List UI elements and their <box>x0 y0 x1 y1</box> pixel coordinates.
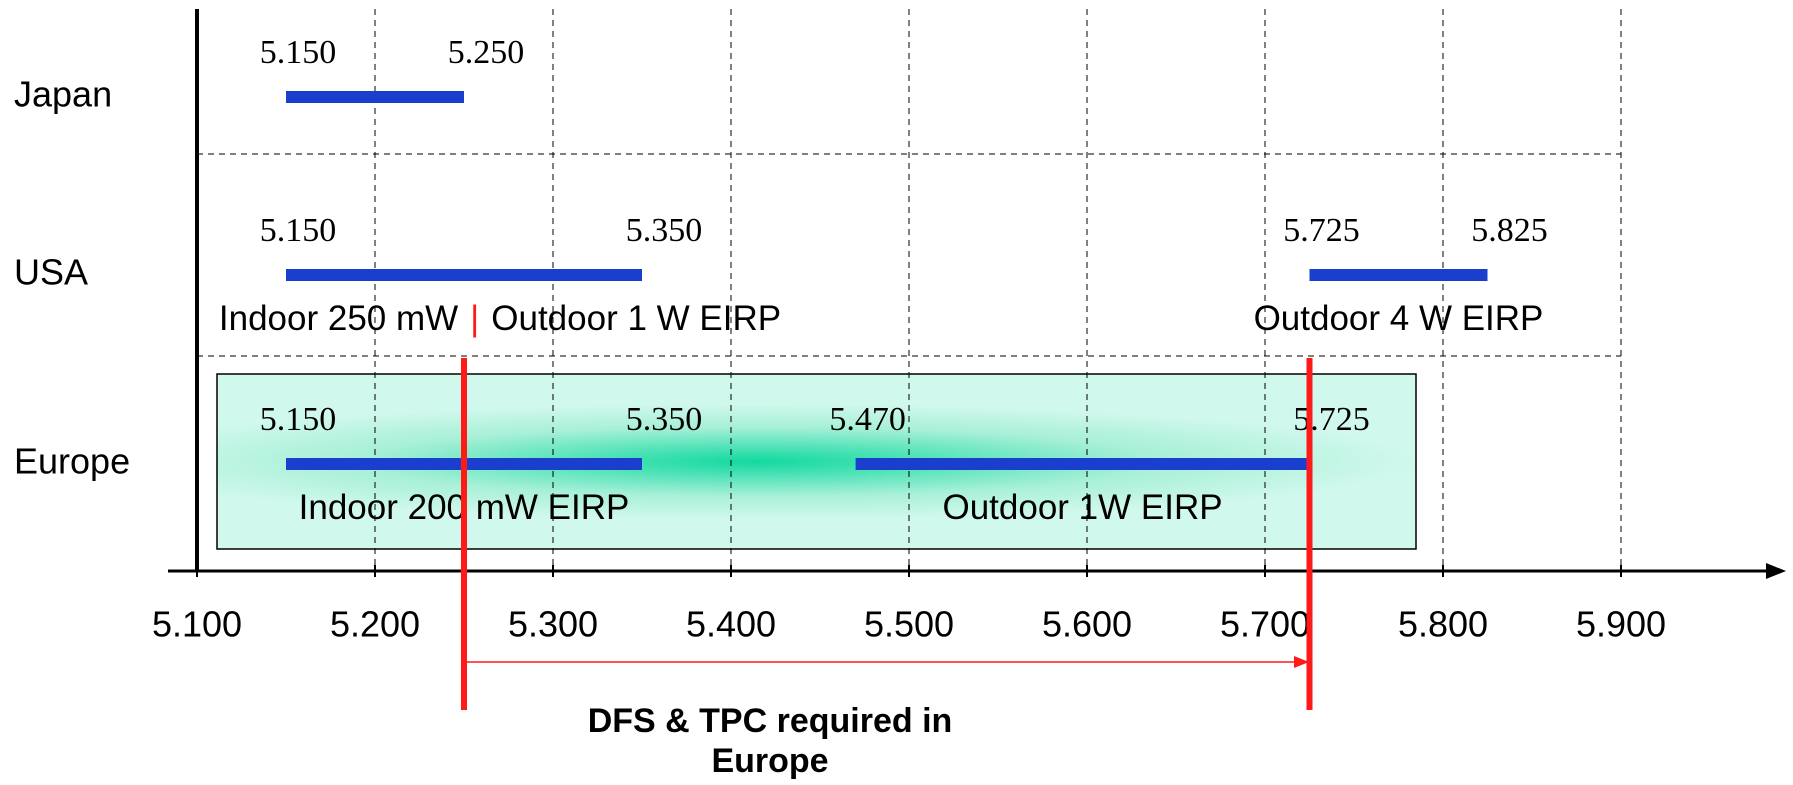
band-note: Outdoor 4 W EIRP <box>1254 299 1544 338</box>
band-note: Outdoor 1W EIRP <box>942 488 1222 527</box>
band <box>286 91 464 103</box>
x-tick-label: 5.200 <box>330 604 420 645</box>
axis-arrow <box>1766 563 1786 579</box>
x-tick-label: 5.700 <box>1220 604 1310 645</box>
band-end-label: 5.350 <box>626 401 703 438</box>
dfs-annotation: Europe <box>711 742 828 780</box>
band-start-label: 5.725 <box>1283 212 1360 249</box>
row-label: Europe <box>14 441 130 482</box>
row-label: Japan <box>14 74 112 115</box>
band-note-part: Outdoor 4 W EIRP <box>1254 299 1544 338</box>
band <box>855 458 1310 470</box>
band-start-label: 5.150 <box>260 401 337 438</box>
x-tick-label: 5.600 <box>1042 604 1132 645</box>
band <box>1309 269 1488 281</box>
dfs-annotation: DFS & TPC required in <box>588 702 953 740</box>
band-note-part: Outdoor 1 W EIRP <box>491 299 781 338</box>
band-start-label: 5.150 <box>260 212 337 249</box>
band-note: Indoor 250 mW | Outdoor 1 W EIRP <box>219 299 781 338</box>
band-end-label: 5.250 <box>448 34 525 71</box>
x-tick-label: 5.300 <box>508 604 598 645</box>
band-end-label: 5.350 <box>626 212 703 249</box>
band-note-part: Indoor 250 mW <box>219 299 458 338</box>
x-tick-label: 5.900 <box>1576 604 1666 645</box>
row-label: USA <box>14 252 88 293</box>
band <box>286 269 642 281</box>
band-end-label: 5.725 <box>1293 401 1370 438</box>
x-tick-label: 5.500 <box>864 604 954 645</box>
band-start-label: 5.470 <box>829 401 906 438</box>
x-tick-label: 5.100 <box>152 604 242 645</box>
band-note-part: Outdoor 1W EIRP <box>942 488 1222 527</box>
band-note-part: | <box>470 299 479 338</box>
x-tick-label: 5.400 <box>686 604 776 645</box>
x-tick-label: 5.800 <box>1398 604 1488 645</box>
band-end-label: 5.825 <box>1471 212 1548 249</box>
band-start-label: 5.150 <box>260 34 337 71</box>
